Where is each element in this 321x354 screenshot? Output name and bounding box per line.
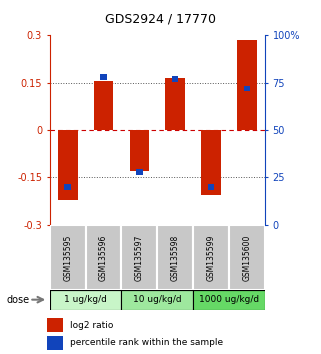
Bar [121,225,157,290]
Bar [193,290,265,310]
Text: log2 ratio: log2 ratio [70,321,113,330]
Text: GSM135599: GSM135599 [206,234,216,281]
Text: 10 ug/kg/d: 10 ug/kg/d [133,295,182,304]
Text: percentile rank within the sample: percentile rank within the sample [70,338,223,347]
Bar [136,169,143,175]
Bar [193,225,229,290]
Text: 1 ug/kg/d: 1 ug/kg/d [64,295,107,304]
Text: GSM135600: GSM135600 [242,234,251,281]
Bar [165,78,185,130]
Bar [47,336,63,350]
Bar [100,74,107,80]
Bar [65,184,71,190]
Bar [229,225,265,290]
Text: 1000 ug/kg/d: 1000 ug/kg/d [199,295,259,304]
Bar [94,81,113,130]
Bar [157,225,193,290]
Bar [244,86,250,91]
Text: GSM135596: GSM135596 [99,234,108,281]
Bar [47,318,63,332]
Bar [208,184,214,190]
Text: GDS2924 / 17770: GDS2924 / 17770 [105,12,216,25]
Bar [201,130,221,195]
Bar [172,76,178,82]
Bar [86,225,121,290]
Text: GSM135598: GSM135598 [171,234,180,281]
Text: GSM135597: GSM135597 [135,234,144,281]
Bar [58,130,78,200]
Text: GSM135595: GSM135595 [63,234,72,281]
Bar [50,290,121,310]
Bar [121,290,193,310]
Bar [50,225,86,290]
Bar [237,40,257,130]
Bar [129,130,149,171]
Text: dose: dose [6,295,30,305]
